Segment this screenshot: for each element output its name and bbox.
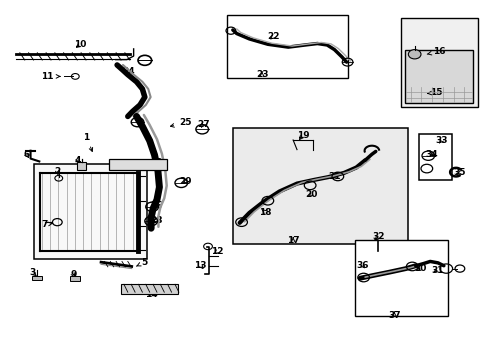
Text: 22: 22 [267, 32, 279, 41]
Bar [232, 128, 407, 244]
Text: 8: 8 [152, 158, 161, 167]
Text: 7: 7 [41, 220, 53, 229]
Text: 24: 24 [122, 67, 135, 76]
Text: 36: 36 [355, 261, 367, 270]
Bar [355, 240, 447, 316]
Text: 1: 1 [83, 132, 92, 152]
Text: 20: 20 [305, 190, 317, 199]
Bar [400, 18, 477, 107]
Text: 15: 15 [427, 88, 442, 97]
Bar [32, 276, 41, 280]
Bar [226, 15, 347, 78]
Bar [77, 162, 86, 170]
Text: 29: 29 [179, 177, 191, 186]
Text: 14: 14 [144, 290, 157, 299]
Text: 6: 6 [23, 150, 30, 159]
Bar [418, 134, 451, 180]
Text: 32: 32 [371, 232, 384, 241]
Bar [34, 164, 147, 258]
Bar [404, 50, 472, 103]
Text: 2: 2 [54, 167, 61, 176]
Text: 18: 18 [259, 208, 271, 217]
Text: 19: 19 [296, 131, 308, 140]
Text: 21: 21 [327, 172, 340, 181]
Text: 28: 28 [150, 216, 163, 225]
Text: 16: 16 [427, 47, 445, 56]
Text: 4: 4 [75, 156, 81, 165]
Text: 10: 10 [74, 40, 87, 49]
Text: 13: 13 [194, 261, 206, 270]
Bar [70, 276, 80, 281]
Text: 26: 26 [150, 201, 163, 210]
Text: 33: 33 [434, 136, 447, 145]
Bar [109, 159, 166, 170]
Text: 30: 30 [413, 264, 426, 273]
Text: 12: 12 [211, 247, 223, 256]
Bar [120, 284, 178, 294]
Text: 34: 34 [425, 150, 438, 159]
Text: 35: 35 [452, 168, 465, 177]
Text: 17: 17 [286, 236, 299, 245]
Text: 11: 11 [41, 72, 60, 81]
Text: 23: 23 [255, 70, 268, 79]
Text: 25: 25 [170, 118, 191, 127]
Text: 3: 3 [30, 268, 36, 277]
Text: 5: 5 [136, 258, 148, 267]
Text: 27: 27 [197, 120, 209, 129]
Text: 9: 9 [70, 270, 77, 279]
Text: 31: 31 [431, 266, 444, 275]
Text: 37: 37 [387, 311, 400, 320]
Circle shape [407, 50, 420, 59]
